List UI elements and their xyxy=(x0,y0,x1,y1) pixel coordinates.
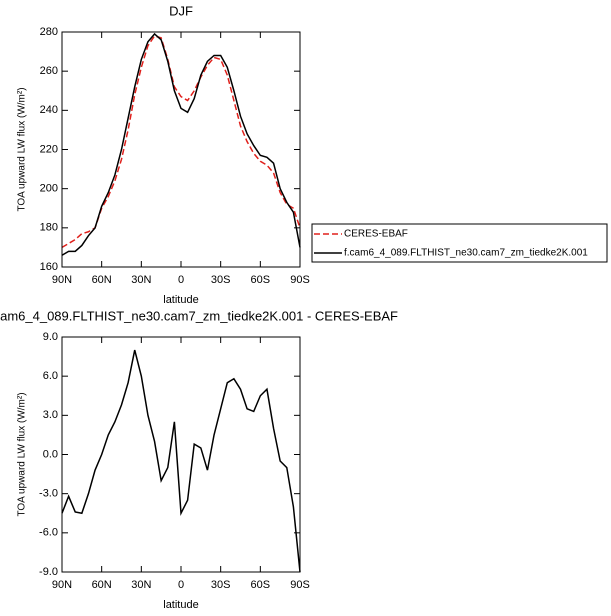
y-tick-label: -6.0 xyxy=(39,527,58,539)
plot-frame xyxy=(61,336,301,573)
legend-box xyxy=(311,223,608,263)
x-tick-label: 60N xyxy=(92,579,112,591)
y-tick-label: -3.0 xyxy=(39,488,58,500)
legend-label: CERES-EBAF xyxy=(344,229,408,240)
chart-title: DJF xyxy=(169,3,193,18)
x-tick-label: 30S xyxy=(211,274,231,286)
x-tick-label: 60S xyxy=(251,579,271,591)
x-tick-label: 30S xyxy=(211,579,231,591)
x-tick-label: 0 xyxy=(178,579,184,591)
plot-frame xyxy=(61,31,301,268)
y-tick-label: 3.0 xyxy=(43,409,58,421)
y-tick-label: 6.0 xyxy=(43,370,58,382)
x-axis-label: latitude xyxy=(163,294,198,306)
y-axis-label: TOA upward LW flux (W/m²) xyxy=(17,87,28,211)
y-axis-label: TOA upward LW flux (W/m²) xyxy=(17,392,28,516)
x-tick-label: 60N xyxy=(92,274,112,286)
x-axis-label: latitude xyxy=(163,599,198,611)
y-tick-label: 240 xyxy=(40,104,58,116)
y-tick-label: 0.0 xyxy=(43,448,58,460)
y-tick-label: 200 xyxy=(40,183,58,195)
y-tick-label: -9.0 xyxy=(39,566,58,578)
y-tick-label: 9.0 xyxy=(43,331,58,343)
x-tick-label: 30N xyxy=(131,274,151,286)
data-line xyxy=(61,35,301,249)
chart-title: f.cam6_4_089.FLTHIST_ne30.cam7_zm_tiedke… xyxy=(0,308,398,323)
y-tick-label: 260 xyxy=(40,65,58,77)
y-tick-label: 280 xyxy=(40,26,58,38)
x-tick-label: 90N xyxy=(52,579,72,591)
y-tick-label: 180 xyxy=(40,222,58,234)
legend-label: f.cam6_4_089.FLTHIST_ne30.cam7_zm_tiedke… xyxy=(344,248,588,259)
y-tick-label: 160 xyxy=(40,261,58,273)
y-tick-label: 220 xyxy=(40,143,58,155)
x-tick-label: 30N xyxy=(131,579,151,591)
x-tick-label: 90S xyxy=(290,579,310,591)
x-tick-label: 90N xyxy=(52,274,72,286)
data-line xyxy=(61,32,301,256)
x-tick-label: 90S xyxy=(290,274,310,286)
x-tick-label: 60S xyxy=(251,274,271,286)
x-tick-label: 0 xyxy=(178,274,184,286)
data-line xyxy=(61,349,301,573)
